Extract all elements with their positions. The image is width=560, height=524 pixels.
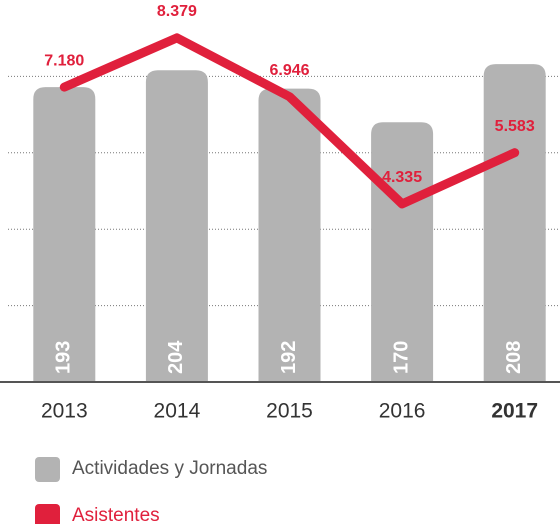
bar [145,70,208,383]
legend-label: Actividades y Jornadas [72,458,267,479]
x-tick-label: 2013 [41,400,88,423]
legend-label: Asistentes [72,505,160,524]
line-value-label: 5.583 [495,118,535,135]
line [59,33,520,209]
bar-value-label: 170 [390,341,412,374]
bar [258,88,321,383]
legend-swatch [35,457,60,482]
bar-value-label: 192 [278,341,300,374]
line-value-label: 7.180 [44,52,84,69]
x-tick-label: 2017 [491,400,538,423]
bar [483,64,546,383]
bar-value-label: 204 [165,340,187,374]
bar-value-label: 193 [53,341,75,374]
line-value-label: 8.379 [157,3,197,20]
x-tick-label: 2016 [379,400,426,423]
bar [33,87,96,382]
legend-swatch [35,504,60,524]
bar-value-label: 208 [503,341,525,374]
line-value-label: 4.335 [382,169,422,186]
x-tick-label: 2014 [154,400,201,423]
line-value-label: 6.946 [269,62,309,79]
x-tick-label: 2015 [266,400,313,423]
